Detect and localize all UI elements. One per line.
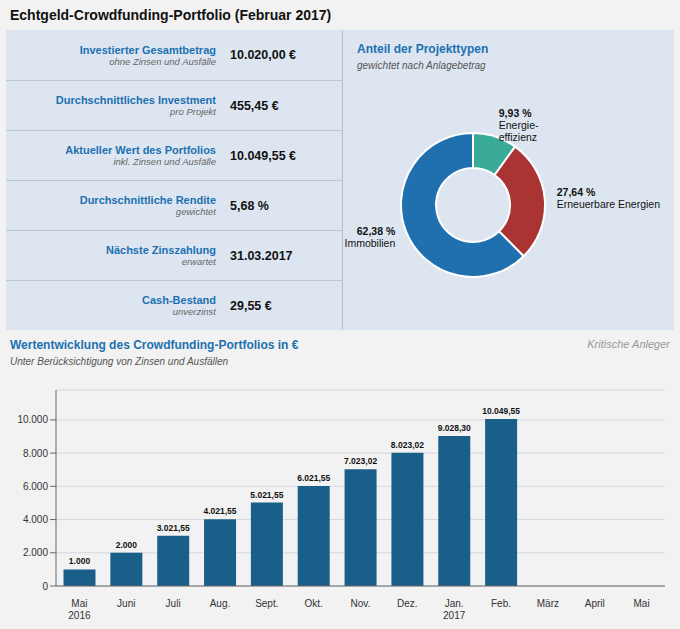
svg-text:27,64 %Erneuerbare Energien: 27,64 %Erneuerbare Energien (557, 186, 660, 210)
html-text:pro Projekt: pro Projekt (170, 106, 216, 117)
svg-text:Jan.2017: Jan.2017 (443, 598, 466, 621)
svg-text:Juni: Juni (117, 598, 135, 609)
html-text:29,55 €: 29,55 € (230, 298, 272, 313)
svg-text:Okt.: Okt. (304, 598, 322, 609)
html-text:Durchschnittliche Rendite: Durchschnittliche Rendite (79, 194, 216, 206)
html-text:Durchschnittliches Investment: Durchschnittliches Investment (55, 94, 216, 106)
html-text:inkl. Zinsen und Ausfälle: inkl. Zinsen und Ausfälle (113, 156, 216, 167)
svg-text:2.000: 2.000 (23, 547, 48, 558)
svg-text:Mai2016: Mai2016 (68, 598, 91, 621)
svg-text:3.021,55: 3.021,55 (157, 523, 190, 533)
svg-text:9.028,30: 9.028,30 (438, 423, 471, 433)
svg-text:Sept.: Sept. (255, 598, 278, 609)
html-text:Unter Berücksichtigung von Zin: Unter Berücksichtigung von Zinsen und Au… (10, 356, 229, 367)
svg-text:6.000: 6.000 (23, 481, 48, 492)
svg-text:4.000: 4.000 (23, 514, 48, 525)
html-text:Echtgeld-Crowdfunding-Portfoli: Echtgeld-Crowdfunding-Portfolio (Februar… (10, 7, 332, 23)
svg-text:Mai: Mai (634, 598, 650, 609)
html-text:455,45 €: 455,45 € (230, 98, 279, 113)
html-text:Wertentwicklung des Crowdfundi: Wertentwicklung des Crowdfunding-Portfol… (10, 338, 299, 352)
svg-text:9,93 %Energie-effizienz: 9,93 %Energie-effizienz (499, 107, 539, 143)
svg-text:10.000: 10.000 (17, 414, 48, 425)
svg-text:7.023,02: 7.023,02 (344, 456, 377, 466)
html-text:unverzinst: unverzinst (172, 306, 216, 317)
svg-text:10.049,55: 10.049,55 (482, 406, 520, 416)
svg-text:8.000: 8.000 (23, 448, 48, 459)
svg-text:4.021,55: 4.021,55 (203, 506, 236, 516)
svg-text:1.000: 1.000 (69, 556, 91, 566)
html-text:10.020,00 €: 10.020,00 € (230, 48, 296, 62)
html-text:Kritische Anleger: Kritische Anleger (587, 338, 670, 350)
svg-text:2.000: 2.000 (116, 540, 138, 550)
html-text:ohne Zinsen und Ausfälle: ohne Zinsen und Ausfälle (109, 55, 216, 67)
svg-text:8.023,02: 8.023,02 (391, 440, 424, 450)
html-text:Nächste Zinszahlung: Nächste Zinszahlung (106, 244, 216, 256)
html-text:31.03.2017: 31.03.2017 (230, 248, 293, 263)
html-text:erwartet: erwartet (181, 256, 216, 267)
html-text:Aktueller Wert des Portfolios: Aktueller Wert des Portfolios (65, 144, 216, 156)
svg-text:5.021,55: 5.021,55 (250, 490, 283, 500)
html-text:10.049,55 €: 10.049,55 € (230, 148, 296, 163)
svg-text:April: April (585, 598, 605, 609)
svg-text:0: 0 (42, 581, 48, 592)
svg-text:Juli: Juli (166, 598, 181, 609)
html-text:Anteil der Projekttypen: Anteil der Projekttypen (357, 42, 489, 56)
svg-text:Nov.: Nov. (351, 598, 371, 609)
svg-text:62,38 %Immobilien: 62,38 %Immobilien (345, 225, 396, 249)
html-text:gewichtet: gewichtet (175, 206, 216, 217)
html-text:5,68 %: 5,68 % (230, 198, 269, 213)
svg-text:6.021,55: 6.021,55 (297, 473, 330, 483)
svg-text:Aug.: Aug. (210, 598, 231, 609)
html-text:Cash-Bestand: Cash-Bestand (142, 294, 216, 306)
svg-text:Dez.: Dez. (397, 598, 418, 609)
html-text:gewichtet nach Anlagebetrag: gewichtet nach Anlagebetrag (357, 60, 486, 71)
svg-text:Feb.: Feb. (491, 598, 511, 609)
html-text:Investierter Gesamtbetrag: Investierter Gesamtbetrag (79, 43, 216, 56)
svg-text:März: März (537, 598, 559, 609)
